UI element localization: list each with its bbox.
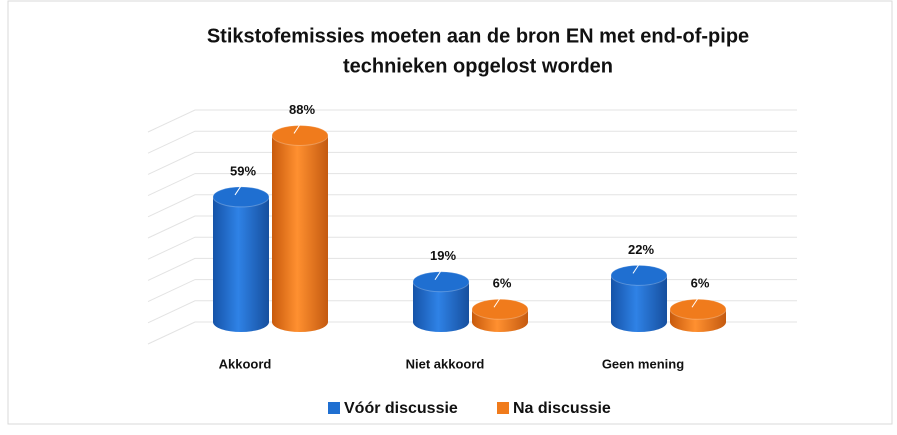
- bar: [413, 281, 469, 332]
- label-leader: [691, 295, 701, 308]
- bar-top: [212, 186, 270, 208]
- label-leader: [434, 267, 444, 280]
- chart-title: technieken opgelost worden: [343, 55, 613, 77]
- x-tick-label: Geen mening: [602, 356, 684, 371]
- label-leader: [632, 261, 642, 274]
- chart-title: Stikstofemissies moeten aan de bron EN m…: [207, 25, 749, 47]
- bar-top: [610, 264, 668, 286]
- x-tick-label: Akkoord: [219, 356, 272, 371]
- grid-line: [147, 109, 797, 133]
- legend-label: Na discussie: [513, 400, 611, 417]
- grid-line: [147, 321, 797, 345]
- label-leader: [293, 121, 303, 134]
- value-label: 19%: [430, 248, 456, 263]
- grid-line: [147, 151, 797, 175]
- label-leader: [493, 295, 503, 308]
- legend-label: Vóór discussie: [344, 400, 458, 417]
- chart-border: [7, 0, 893, 425]
- grid-line: [147, 130, 797, 154]
- legend-swatch: [328, 402, 340, 414]
- grid-line: [147, 236, 797, 260]
- grid-line: [147, 194, 797, 218]
- legend-swatch: [497, 402, 509, 414]
- grid-line: [147, 173, 797, 197]
- bar: [272, 135, 328, 332]
- grid-line: [147, 215, 797, 239]
- value-label: 6%: [691, 276, 710, 291]
- x-tick-label: Niet akkoord: [406, 356, 485, 371]
- bar-top: [271, 124, 329, 146]
- grid-line: [147, 279, 797, 303]
- grid-line: [147, 300, 797, 324]
- bar-top: [471, 298, 529, 320]
- bar-top: [412, 271, 470, 293]
- value-label: 22%: [628, 242, 654, 257]
- grid-line: [147, 257, 797, 281]
- value-label: 6%: [493, 276, 512, 291]
- bar-top: [669, 298, 727, 320]
- value-label: 88%: [289, 102, 315, 117]
- bar: [611, 275, 667, 332]
- value-label: 59%: [230, 163, 256, 178]
- label-leader: [234, 182, 244, 196]
- bar: [213, 196, 269, 332]
